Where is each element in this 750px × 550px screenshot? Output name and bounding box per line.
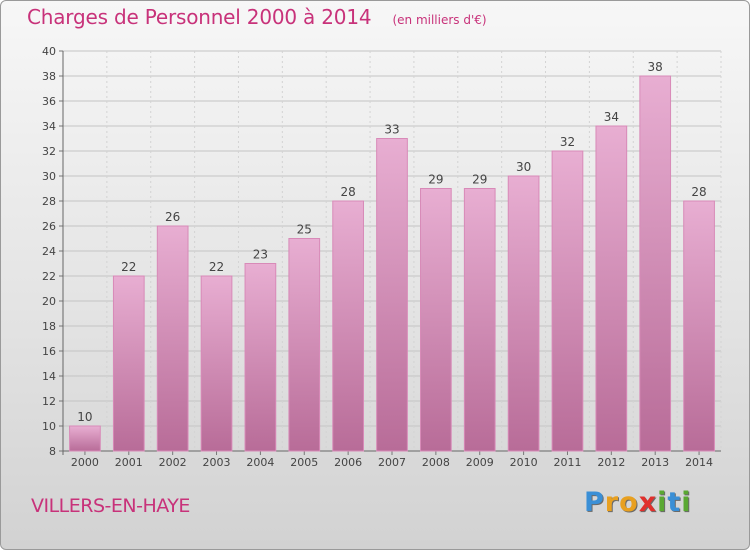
x-tick-label-2004: 2004	[246, 456, 274, 469]
y-tick-label: 38	[42, 70, 56, 83]
x-tick-label-2006: 2006	[334, 456, 362, 469]
value-label-2013: 38	[648, 60, 663, 74]
value-label-2004: 23	[253, 248, 268, 262]
logo-letter: i	[657, 487, 668, 518]
y-tick-label: 32	[42, 145, 56, 158]
bar-2011	[551, 150, 584, 452]
x-tick-label-2002: 2002	[159, 456, 187, 469]
bar-2005	[288, 238, 321, 452]
x-tick-label-2000: 2000	[71, 456, 99, 469]
bar-2001	[112, 275, 145, 452]
proxiti-logo: Proxiti	[584, 487, 692, 518]
x-tick-label-2012: 2012	[597, 456, 625, 469]
y-tick-label: 12	[42, 395, 56, 408]
y-tick-label: 26	[42, 220, 56, 233]
y-tick-label: 10	[42, 420, 56, 433]
bar-2010	[507, 175, 540, 452]
bar-2000	[69, 425, 101, 452]
value-label-2014: 28	[691, 185, 706, 199]
y-tick-label: 20	[42, 295, 56, 308]
bar-2006	[332, 200, 364, 452]
x-tick-label-2009: 2009	[466, 456, 494, 469]
x-tick-label-2014: 2014	[685, 456, 713, 469]
y-tick-label: 30	[42, 170, 56, 183]
bar-2007	[376, 138, 408, 452]
y-tick-label: 40	[42, 45, 56, 58]
value-label-2012: 34	[604, 110, 619, 124]
value-label-2010: 30	[516, 160, 531, 174]
labels: 10 22 26 22 23 25 28 33 29 29 30 32 34 38 28	[77, 60, 706, 424]
y-tick-label: 24	[42, 245, 56, 258]
value-label-2011: 32	[560, 135, 575, 149]
x-tick-label-2008: 2008	[422, 456, 450, 469]
logo-letter: r	[604, 487, 620, 518]
x-tick-label-2011: 2011	[553, 456, 581, 469]
x-tick-label-2003: 2003	[203, 456, 231, 469]
y-tick-label: 28	[42, 195, 56, 208]
bar-2002	[156, 225, 189, 452]
commune-name: VILLERS-EN-HAYE	[31, 495, 190, 517]
value-label-2009: 29	[472, 173, 487, 187]
value-label-2007: 33	[384, 123, 399, 137]
bar-2012	[595, 125, 628, 452]
y-tick-label: 36	[42, 95, 56, 108]
bar-2013	[639, 75, 672, 452]
bar-2004	[244, 263, 277, 452]
y-tick-label: 22	[42, 270, 56, 283]
value-label-2006: 28	[340, 185, 355, 199]
y-tick-label: 34	[42, 120, 56, 133]
chart-title: Charges de Personnel 2000 à 2014	[27, 5, 372, 29]
value-label-2003: 22	[209, 260, 224, 274]
logo-letter: i	[681, 487, 692, 518]
y-tick-label: 8	[49, 445, 56, 458]
logo-letter: P	[584, 487, 605, 518]
bar-2014	[683, 200, 715, 452]
title-row: Charges de Personnel 2000 à 2014 (en mil…	[27, 5, 487, 29]
chart-unit: (en milliers d'€)	[392, 13, 487, 27]
bar-2008	[420, 188, 452, 452]
y-tick-label: 16	[42, 345, 56, 358]
value-label-2002: 26	[165, 210, 180, 224]
x-tick-label-2007: 2007	[378, 456, 406, 469]
logo-letter: t	[667, 487, 682, 518]
value-label-2001: 22	[121, 260, 136, 274]
bar-2009	[463, 188, 496, 452]
logo-letter: x	[638, 487, 658, 518]
x-tick-label-2001: 2001	[115, 456, 143, 469]
x-tick-label-2005: 2005	[290, 456, 318, 469]
y-tick-label: 14	[42, 370, 56, 383]
logo-letter: o	[619, 487, 639, 518]
value-label-2000: 10	[77, 410, 92, 424]
value-label-2005: 25	[297, 223, 312, 237]
x-tick-label-2010: 2010	[510, 456, 538, 469]
value-label-2008: 29	[428, 173, 443, 187]
bars	[69, 75, 715, 452]
y-tick-label: 18	[42, 320, 56, 333]
x-tick-label-2013: 2013	[641, 456, 669, 469]
bar-2003	[200, 275, 233, 452]
